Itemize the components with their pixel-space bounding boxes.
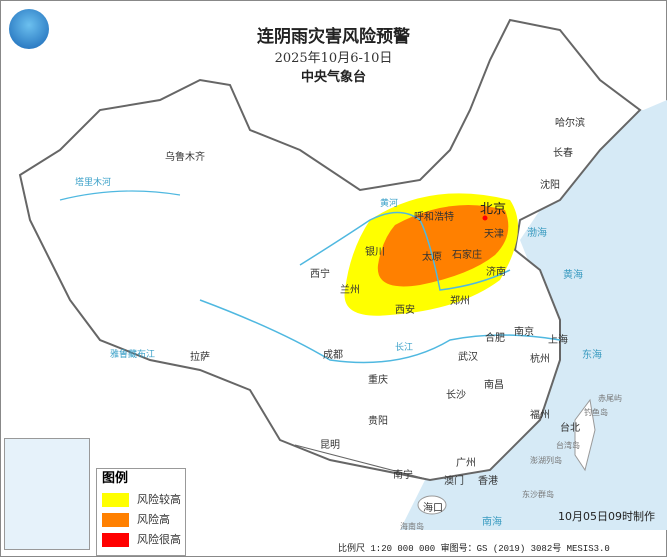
date-range: 2025年10月6-10日	[274, 51, 393, 66]
island-label: 钓鱼岛	[584, 408, 608, 417]
city-label: 成都	[323, 350, 343, 361]
city-label: 南昌	[484, 380, 504, 391]
city-label: 海口	[423, 503, 443, 514]
city-label: 银川	[365, 247, 385, 258]
legend-title: 图例	[102, 471, 129, 486]
city-label: 太原	[422, 252, 442, 263]
south-china-sea-inset	[4, 438, 90, 550]
legend-label: 风险很高	[137, 533, 181, 546]
city-label: 澳门	[444, 476, 464, 487]
city-label: 哈尔滨	[555, 118, 585, 129]
sea-label: 东海	[582, 350, 602, 361]
city-label: 沈阳	[540, 180, 560, 191]
legend-swatch	[102, 493, 129, 507]
sea-label: 黄海	[563, 270, 583, 281]
city-label: 兰州	[340, 285, 360, 296]
legend-swatch	[102, 533, 129, 547]
city-label: 天津	[484, 229, 504, 240]
city-label: 长春	[553, 148, 573, 159]
legend: 图例 风险较高 风险高 风险很高	[96, 468, 186, 556]
city-label: 南京	[514, 327, 534, 338]
city-label: 福州	[530, 410, 550, 421]
taiwan-island	[574, 398, 596, 472]
legend-swatch	[102, 513, 129, 527]
city-label: 昆明	[320, 440, 340, 451]
city-label: 长沙	[446, 390, 466, 401]
city-label: 呼和浩特	[414, 212, 454, 223]
yellow-river	[299, 211, 511, 291]
city-label: 南宁	[393, 470, 413, 481]
hainan-island	[417, 495, 447, 515]
sea-label: 南海	[482, 517, 502, 528]
city-label: 广州	[456, 458, 476, 469]
island-label: 台湾岛	[556, 441, 580, 450]
river-label: 雅鲁藏布江	[110, 350, 156, 360]
city-label: 石家庄	[452, 250, 482, 261]
river-label: 黄河	[380, 199, 399, 209]
city-label: 西安	[395, 305, 415, 316]
map-title: 连阴雨灾害风险预警	[257, 27, 410, 47]
legend-label: 风险高	[137, 513, 170, 526]
city-label: 郑州	[450, 296, 470, 307]
city-label: 济南	[486, 267, 506, 278]
island-label: 澎湖列岛	[530, 456, 562, 465]
island-label: 海南岛	[400, 522, 424, 531]
city-label: 香港	[478, 476, 498, 487]
city-label: 台北	[560, 423, 580, 434]
sea-area	[400, 100, 667, 530]
city-label: 杭州	[530, 354, 550, 365]
city-label: 武汉	[458, 352, 478, 363]
city-label: 贵阳	[368, 416, 388, 427]
risk-very-high-zone	[377, 205, 509, 287]
scale-note: 比例尺 1:20 000 000 审图号：GS (2019) 3082号 MES…	[338, 544, 610, 554]
sea-label: 渤海	[527, 228, 547, 239]
legend-label: 风险较高	[137, 493, 181, 506]
south-border	[294, 444, 431, 481]
city-label: 重庆	[368, 375, 388, 386]
issued-time: 10月05日09时制作	[558, 510, 655, 523]
river-label: 塔里木河	[75, 178, 112, 188]
island-label: 东沙群岛	[522, 490, 554, 499]
china-land	[18, 18, 642, 482]
city-label: 西宁	[310, 269, 330, 280]
island-label: 赤尾屿	[598, 394, 622, 403]
tarim-river	[59, 190, 181, 201]
city-label: 上海	[548, 335, 568, 346]
city-label: 乌鲁木齐	[165, 152, 205, 163]
city-label: 拉萨	[190, 352, 210, 363]
yangtze-river	[199, 299, 561, 364]
river-label: 长江	[395, 343, 414, 353]
cma-logo-icon	[9, 9, 49, 49]
city-label: 合肥	[485, 333, 505, 344]
capital-marker	[482, 215, 488, 221]
city-label: 北京	[480, 202, 507, 217]
organization: 中央气象台	[300, 70, 366, 85]
